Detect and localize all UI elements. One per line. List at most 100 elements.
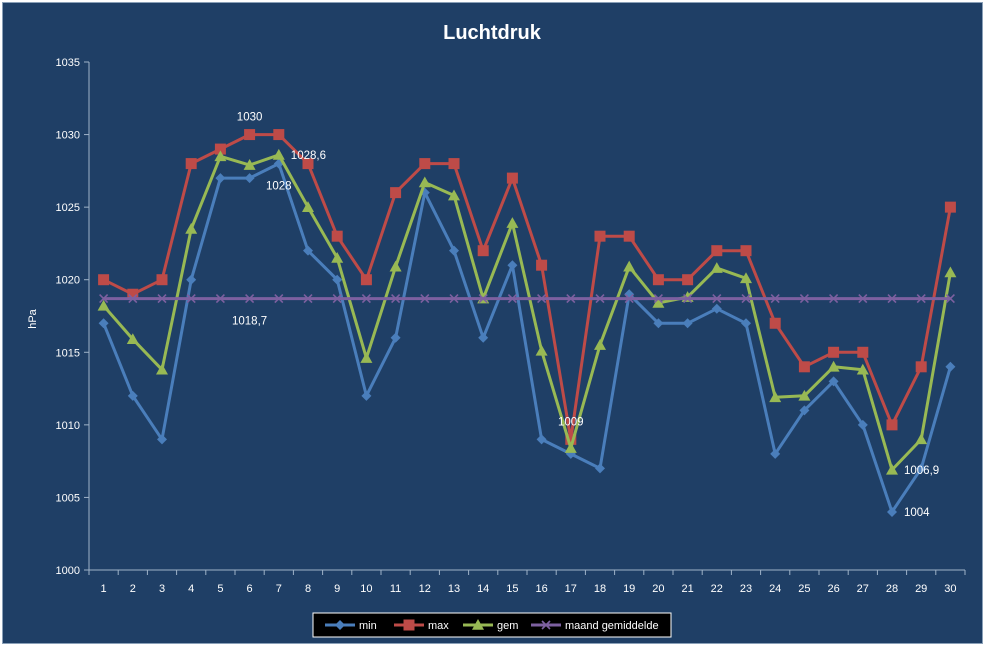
x-tick-label: 2 — [130, 583, 136, 595]
data-label: 1006,9 — [904, 465, 939, 477]
data-point-maand-gemiddelde — [887, 294, 897, 304]
data-point-maand-gemiddelde — [858, 294, 868, 304]
data-point-gem — [710, 262, 723, 273]
data-point-gem — [418, 176, 431, 188]
x-tick-label: 5 — [217, 583, 223, 595]
x-tick-label: 24 — [769, 583, 781, 595]
legend-marker — [335, 620, 345, 630]
data-point-max — [244, 129, 256, 141]
y-tick-label: 1020 — [56, 275, 80, 287]
data-point-gem — [243, 159, 256, 170]
data-label: 1009 — [558, 416, 584, 428]
data-point-maand-gemiddelde — [361, 294, 371, 304]
data-point-max — [915, 361, 927, 373]
data-point-min — [507, 260, 518, 271]
data-point-min — [157, 434, 167, 445]
y-tick-label: 1025 — [56, 202, 80, 214]
data-point-maand-gemiddelde — [157, 294, 167, 304]
data-point-min — [887, 506, 897, 517]
data-point-max — [682, 274, 694, 286]
data-point-gem — [856, 363, 869, 375]
data-point-gem — [389, 260, 402, 272]
data-point-max — [769, 317, 781, 329]
x-tick-label: 3 — [159, 583, 165, 595]
data-point-min — [361, 390, 372, 401]
y-tick-label: 1030 — [56, 130, 80, 142]
data-point-min — [916, 463, 927, 474]
data-point-gem — [331, 251, 344, 263]
data-point-maand-gemiddelde — [478, 294, 488, 304]
data-point-max — [711, 245, 723, 257]
data-point-gem — [594, 339, 606, 350]
data-point-max — [331, 230, 343, 242]
x-tick-label: 7 — [276, 583, 282, 595]
data-point-gem — [886, 463, 898, 475]
data-point-maand-gemiddelde — [99, 294, 109, 304]
data-point-gem — [944, 266, 957, 278]
data-point-max — [594, 230, 606, 242]
data-point-max — [652, 274, 664, 286]
data-point-max — [506, 172, 518, 184]
series-min — [98, 158, 956, 517]
data-point-max — [185, 158, 197, 170]
data-point-min — [945, 361, 956, 372]
data-point-max — [886, 419, 898, 431]
data-point-min — [303, 245, 313, 256]
data-point-min — [828, 376, 839, 387]
data-label: 1018,7 — [232, 316, 267, 328]
data-point-min — [186, 274, 197, 285]
x-tick-label: 8 — [305, 583, 311, 595]
luchtdruk-chart: Luchtdruk hPa 10001005101010151020102510… — [27, 22, 966, 638]
data-point-gem — [535, 344, 548, 356]
data-point-min — [857, 419, 868, 430]
data-point-max — [360, 274, 372, 286]
data-point-gem — [652, 296, 665, 308]
data-point-maand-gemiddelde — [303, 294, 313, 304]
series-gem — [97, 148, 957, 475]
data-point-maand-gemiddelde — [186, 294, 196, 304]
x-tick-label: 23 — [740, 583, 752, 595]
data-point-maand-gemiddelde — [566, 294, 576, 304]
x-tick-label: 27 — [857, 583, 869, 595]
data-point-max — [536, 259, 548, 271]
data-point-maand-gemiddelde — [829, 294, 839, 304]
data-point-maand-gemiddelde — [624, 294, 634, 304]
data-point-min — [799, 405, 810, 416]
series-line-min — [102, 162, 952, 514]
legend-label: gem — [497, 620, 518, 632]
data-point-min — [770, 448, 781, 459]
x-tick-label: 16 — [535, 583, 547, 595]
data-label: 1004 — [904, 507, 930, 519]
x-tick-label: 30 — [944, 583, 956, 595]
data-point-min — [332, 274, 343, 285]
data-point-min — [449, 245, 459, 256]
data-point-gem — [623, 260, 636, 272]
data-point-maand-gemiddelde — [332, 294, 342, 304]
x-tick-label: 13 — [448, 583, 460, 595]
data-point-max — [127, 288, 139, 300]
y-axis-title: hPa — [27, 308, 39, 328]
data-point-gem — [156, 363, 168, 375]
x-tick-label: 10 — [360, 583, 372, 595]
data-point-gem — [448, 189, 460, 201]
data-point-min — [536, 434, 547, 445]
data-point-maand-gemiddelde — [274, 294, 284, 304]
data-point-maand-gemiddelde — [712, 294, 722, 304]
data-point-gem — [272, 148, 285, 160]
y-tick-label: 1005 — [56, 492, 80, 504]
x-tick-label: 4 — [188, 583, 194, 595]
legend-marker — [403, 619, 415, 631]
data-point-max — [419, 158, 431, 170]
data-point-maand-gemiddelde — [683, 294, 693, 304]
y-tick-label: 1035 — [56, 57, 80, 69]
data-point-gem — [798, 389, 811, 401]
data-point-min — [127, 390, 138, 401]
data-point-max — [302, 158, 314, 170]
legend-item-min: min — [325, 620, 377, 632]
data-point-max — [857, 346, 869, 358]
x-tick-label: 26 — [827, 583, 839, 595]
x-tick-label: 1 — [101, 583, 107, 595]
data-point-max — [214, 143, 226, 155]
data-point-maand-gemiddelde — [215, 294, 225, 304]
x-tick-label: 9 — [334, 583, 340, 595]
